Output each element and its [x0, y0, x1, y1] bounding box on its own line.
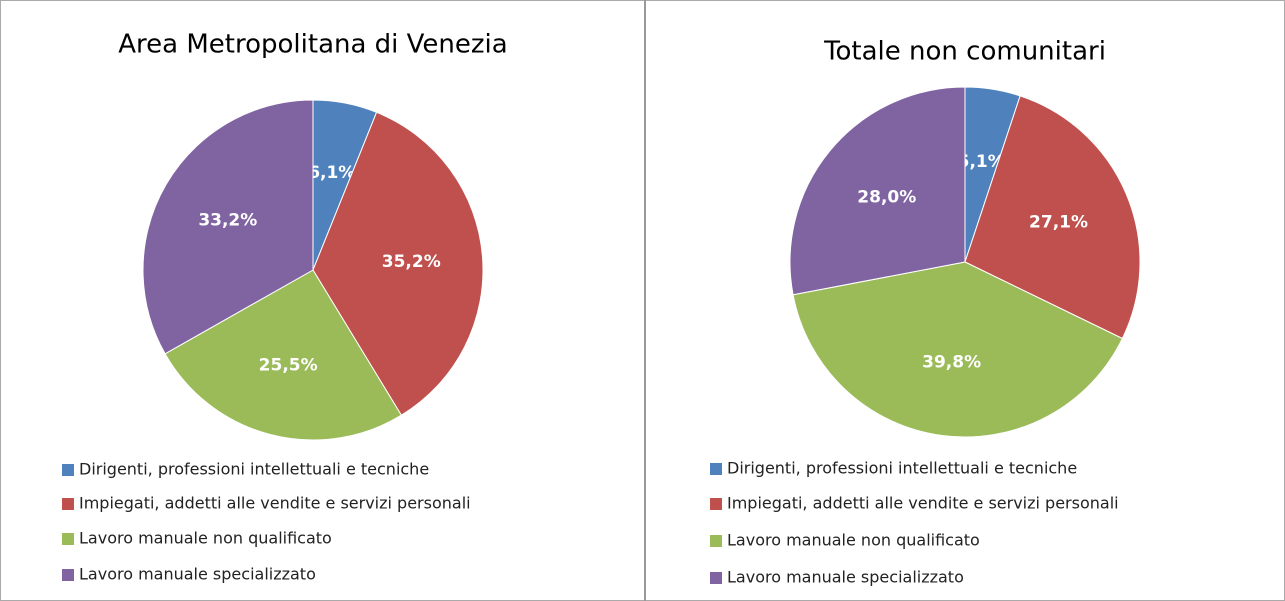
data-label: 6,1%: [308, 163, 355, 183]
legend-label: Lavoro manuale non qualificato: [79, 529, 332, 548]
legend-swatch: [710, 572, 722, 584]
data-label: 33,2%: [198, 210, 257, 230]
legend-swatch: [62, 569, 74, 581]
pie-slice: [792, 261, 1124, 438]
data-label: 39,8%: [922, 353, 981, 373]
chart-title: Totale non comunitari: [823, 37, 1106, 67]
legend-swatch: [62, 533, 74, 545]
legend-swatch: [710, 463, 722, 475]
data-label: 35,2%: [382, 252, 441, 272]
legend-label: Lavoro manuale non qualificato: [727, 531, 980, 550]
legend-label: Dirigenti, professioni intellettuali e t…: [79, 460, 429, 479]
data-label: 25,5%: [259, 355, 318, 375]
legend-label: Impiegati, addetti alle vendite e serviz…: [79, 494, 471, 513]
legend-label: Dirigenti, professioni intellettuali e t…: [727, 459, 1077, 478]
data-label: 5,1%: [958, 152, 1005, 172]
legend-swatch: [62, 498, 74, 510]
legend-label: Impiegati, addetti alle vendite e serviz…: [727, 494, 1119, 513]
pie-slice: [164, 269, 403, 441]
pie-slice: [142, 99, 314, 355]
chart-title: Area Metropolitana di Venezia: [118, 30, 507, 60]
pie-slice: [964, 95, 1141, 340]
data-label: 27,1%: [1029, 213, 1088, 233]
legend-swatch: [710, 498, 722, 510]
legend-label: Lavoro manuale specializzato: [79, 565, 316, 584]
legend-swatch: [62, 464, 74, 476]
pie-slice: [789, 86, 966, 296]
legend-label: Lavoro manuale specializzato: [727, 568, 964, 587]
data-label: 28,0%: [857, 187, 916, 207]
legend-swatch: [710, 535, 722, 547]
